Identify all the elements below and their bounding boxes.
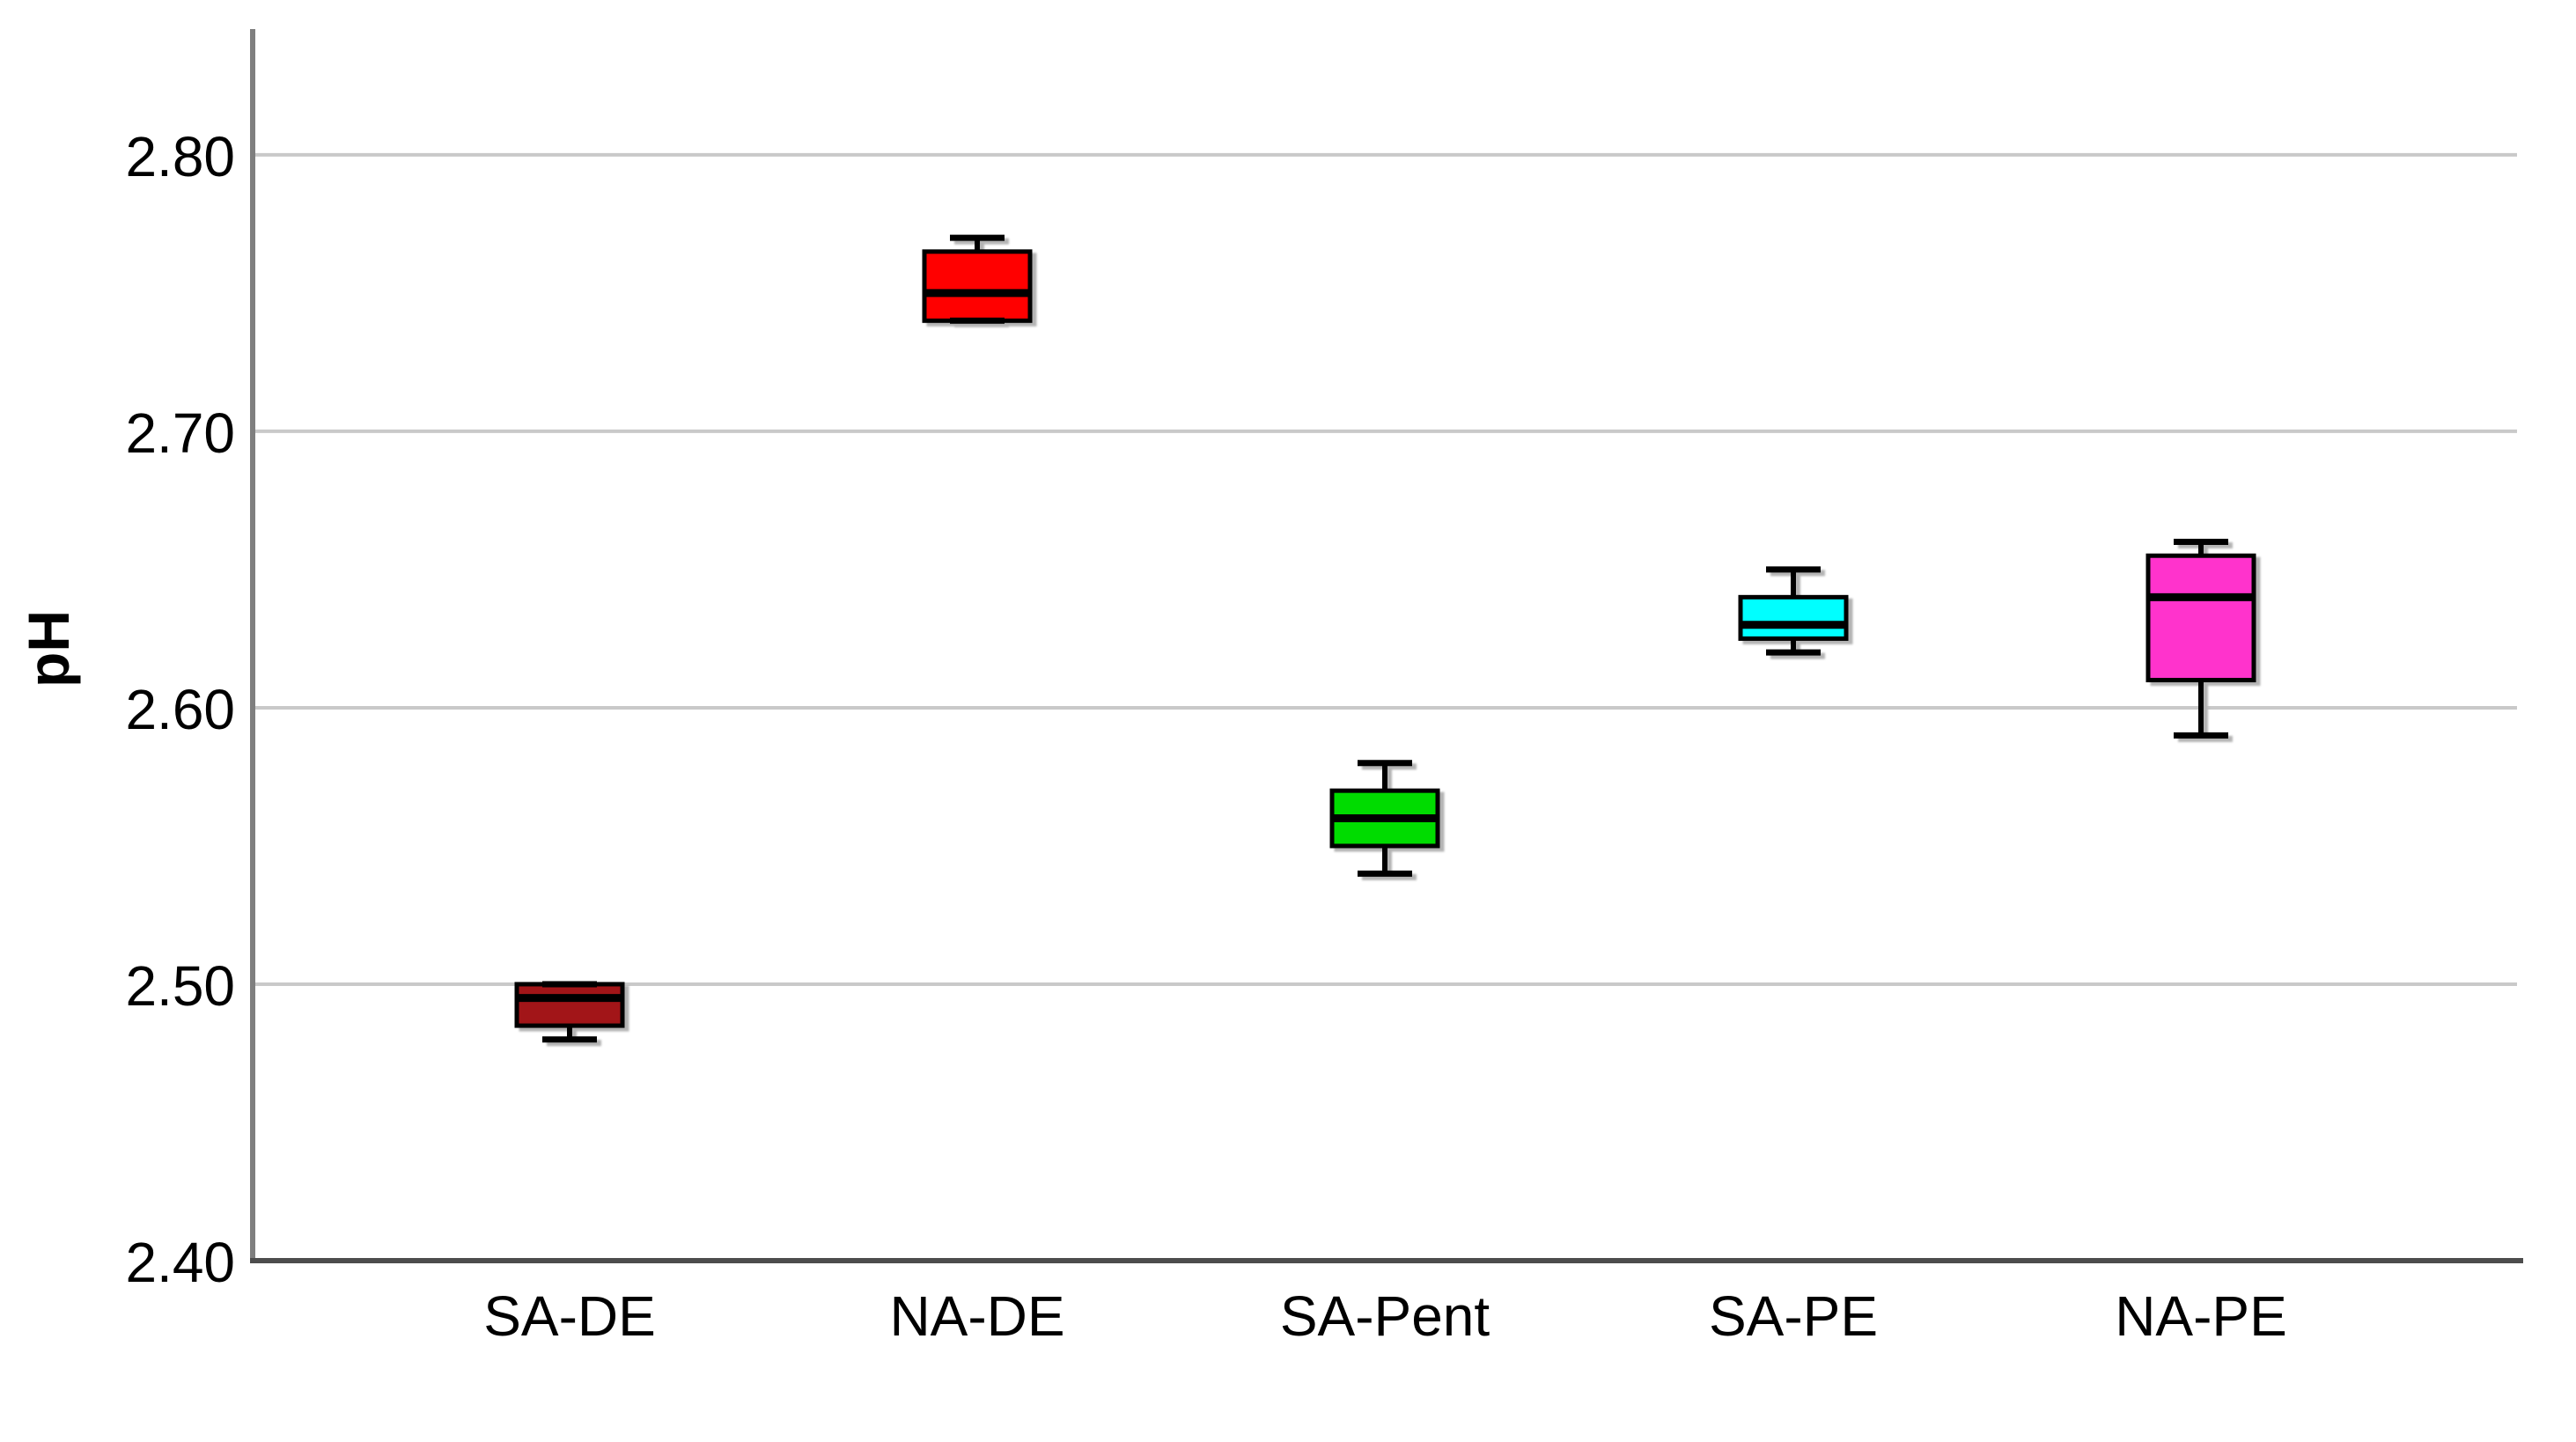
iqr-box — [514, 982, 625, 1028]
iqr-box — [2145, 553, 2256, 683]
boxplot-SA-Pent — [1329, 760, 1440, 877]
x-tick-label-NA-DE: NA-DE — [889, 1284, 1064, 1348]
x-tick-label-SA-Pent: SA-Pent — [1280, 1284, 1490, 1348]
iqr-box — [1738, 594, 1849, 641]
y-tick-label-2.40: 2.40 — [125, 1231, 235, 1294]
x-tick-label-SA-PE: SA-PE — [1709, 1284, 1878, 1348]
boxplot-SA-DE — [514, 981, 625, 1043]
y-tick-label-2.50: 2.50 — [125, 954, 235, 1018]
boxplot-SA-PE — [1738, 566, 1849, 656]
y-tick-label-2.80: 2.80 — [125, 125, 235, 188]
iqr-box — [922, 249, 1033, 323]
y-tick-label-2.70: 2.70 — [125, 401, 235, 465]
y-tick-label-2.60: 2.60 — [125, 678, 235, 741]
x-tick-label-SA-DE: SA-DE — [483, 1284, 656, 1348]
x-tick-label-NA-PE: NA-PE — [2115, 1284, 2287, 1348]
boxplot-NA-PE — [2145, 539, 2256, 739]
boxplot-NA-DE — [922, 234, 1033, 324]
